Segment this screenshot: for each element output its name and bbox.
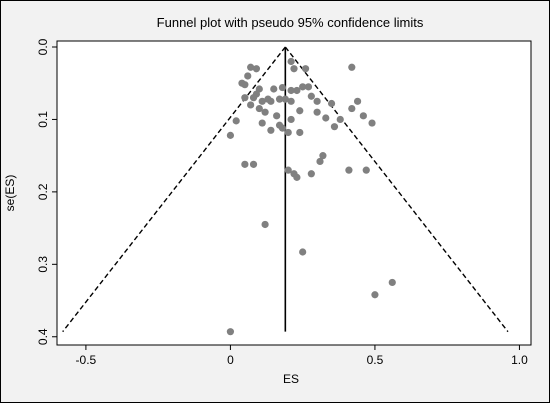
x-tick-label: 1.0 [511, 353, 528, 367]
study-point [247, 63, 255, 71]
plot-area [56, 40, 532, 346]
study-point [322, 114, 330, 122]
study-point [307, 170, 315, 178]
y-tick-label: 0.2 [36, 183, 50, 200]
study-point [249, 94, 258, 102]
study-point [287, 115, 295, 124]
study-point [293, 173, 301, 181]
study-point [252, 65, 261, 73]
study-point [255, 85, 263, 93]
study-point [287, 57, 295, 66]
study-point [362, 166, 370, 174]
study-point [258, 97, 266, 105]
study-point [330, 123, 339, 131]
study-point [293, 86, 301, 95]
study-point [261, 108, 269, 116]
chart-title: Funnel plot with pseudo 95% confidence l… [157, 15, 424, 30]
study-point [299, 83, 307, 91]
study-point [244, 72, 252, 80]
study-point [327, 99, 336, 108]
study-point [281, 95, 289, 103]
study-point [348, 104, 356, 113]
study-point [313, 108, 321, 116]
study-point [301, 65, 310, 73]
y-tick-label: 0.1 [36, 111, 50, 128]
study-point [296, 128, 304, 137]
study-point [275, 95, 284, 103]
ci-lower-line [62, 46, 286, 333]
y-axis-label: se(ES) [3, 175, 17, 212]
study-point [278, 124, 287, 132]
study-point [232, 117, 240, 125]
study-point [345, 166, 353, 174]
study-point [353, 97, 362, 105]
study-point [359, 112, 367, 120]
study-point [348, 63, 356, 71]
study-point [247, 101, 255, 109]
study-point [270, 85, 278, 93]
study-point [299, 248, 307, 256]
x-tick-label: 0.5 [367, 353, 384, 367]
study-point [304, 83, 313, 91]
study-point [287, 97, 295, 105]
y-tick-label: 0.4 [36, 328, 50, 345]
study-point [296, 107, 304, 115]
x-tick-label: 0 [227, 353, 234, 367]
study-point [284, 128, 292, 137]
ci-upper-line [284, 46, 509, 333]
study-point [319, 152, 327, 160]
study-point [226, 131, 235, 139]
y-tick-label: 0.3 [36, 256, 50, 273]
study-point [368, 119, 376, 127]
y-tick-label: 0.0 [36, 38, 50, 55]
x-axis-label: ES [283, 372, 299, 386]
study-point [255, 104, 263, 113]
study-point [307, 92, 315, 100]
study-point [388, 278, 396, 287]
study-point [284, 166, 292, 174]
x-tick-label: -0.5 [76, 353, 97, 367]
study-point [241, 81, 249, 89]
study-point [290, 65, 298, 73]
study-point [287, 86, 295, 95]
study-point [261, 220, 269, 229]
study-point [226, 328, 235, 336]
study-point [336, 115, 344, 124]
study-point [241, 94, 249, 102]
study-point [267, 126, 275, 134]
study-point [241, 160, 249, 168]
study-point [267, 97, 275, 105]
study-point [249, 160, 258, 168]
study-point [371, 291, 379, 299]
study-point [278, 83, 287, 92]
study-point [313, 97, 321, 105]
study-point [273, 112, 281, 120]
study-point [316, 157, 324, 166]
study-point [258, 119, 266, 127]
